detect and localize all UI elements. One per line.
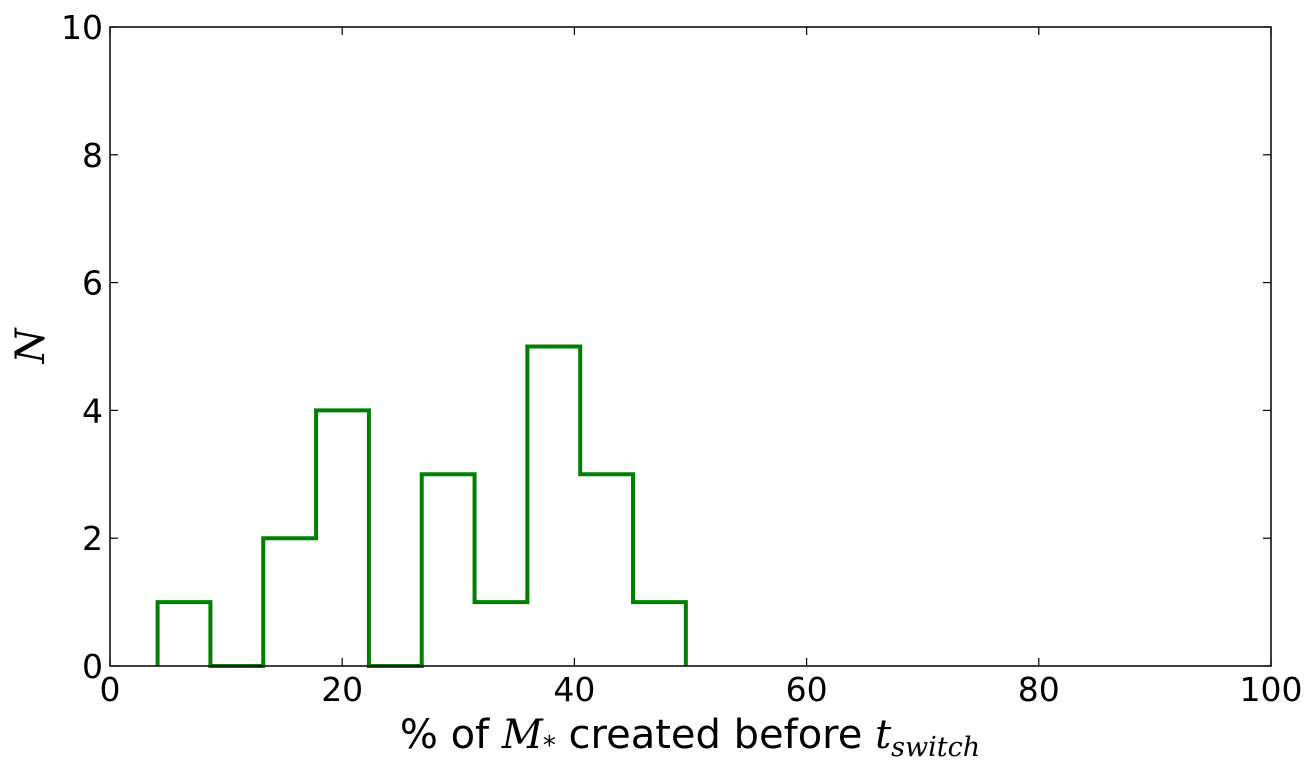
x-axis-label-var: t [875, 712, 892, 758]
x-axis-label: % of M* created before tswitch [400, 712, 980, 763]
x-tick-label: 40 [553, 670, 595, 709]
x-tick-label: 100 [1240, 670, 1303, 709]
x-axis-label-prefix: % of [400, 712, 502, 758]
y-tick-label: 0 [82, 647, 103, 686]
y-tick-label: 8 [82, 136, 103, 175]
x-tick-label: 80 [1018, 670, 1060, 709]
x-tick-label: 20 [321, 670, 363, 709]
y-tick-label: 4 [82, 391, 103, 430]
y-tick-label: 10 [61, 8, 103, 47]
y-axis-label: N [8, 327, 54, 365]
y-tick-label: 2 [82, 519, 103, 558]
x-axis-ticks: 0 20 40 60 80 100 [100, 27, 1303, 709]
x-axis-label-middle: created before [556, 712, 875, 758]
x-axis-label-symbol-sub: * [543, 731, 556, 761]
histogram-step-line [155, 344, 688, 668]
y-tick-label: 6 [82, 264, 103, 303]
x-tick-label: 60 [786, 670, 828, 709]
x-tick-label: 0 [100, 670, 121, 709]
y-axis-ticks: 0 2 4 6 8 10 [61, 8, 1271, 686]
x-axis-label-var-sub: switch [891, 732, 980, 763]
x-axis-label-symbol: M [501, 712, 544, 758]
plot-frame [109, 26, 1272, 667]
